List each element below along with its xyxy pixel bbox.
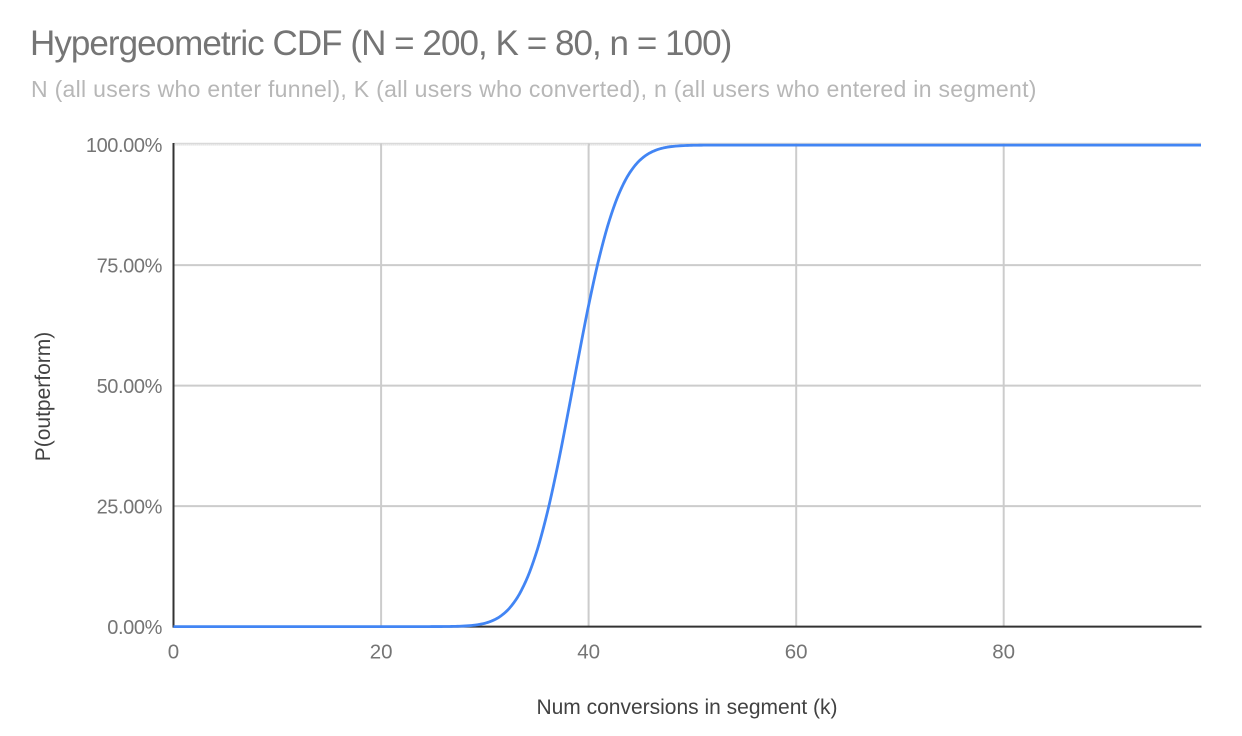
svg-text:25.00%: 25.00% (97, 497, 163, 519)
svg-text:N (all users who enter funnel): N (all users who enter funnel), K (all u… (31, 76, 1037, 102)
svg-text:0: 0 (168, 641, 179, 664)
svg-text:80: 80 (992, 641, 1015, 664)
svg-text:P(outperform): P(outperform) (32, 332, 55, 462)
svg-text:100.00%: 100.00% (86, 135, 163, 157)
svg-text:Num conversions in segment (k): Num conversions in segment (k) (536, 696, 837, 719)
svg-text:0.00%: 0.00% (107, 617, 162, 639)
svg-text:20: 20 (370, 641, 393, 664)
svg-text:60: 60 (785, 641, 808, 664)
svg-text:75.00%: 75.00% (97, 256, 163, 278)
svg-text:50.00%: 50.00% (97, 376, 163, 398)
svg-text:40: 40 (577, 641, 600, 664)
svg-text:Hypergeometric CDF (N = 200, K: Hypergeometric CDF (N = 200, K = 80, n =… (30, 24, 731, 63)
